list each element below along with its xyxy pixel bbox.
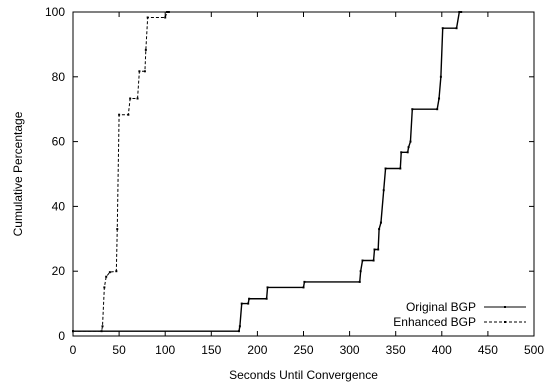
x-tick-label: 0: [70, 343, 77, 357]
data-point-enhanced-bgp: [129, 97, 132, 100]
data-point-original-bgp: [237, 330, 240, 333]
data-point-original-bgp: [240, 302, 243, 305]
data-point-original-bgp: [438, 97, 441, 100]
y-axis: 0 20 40 60 80 100: [45, 5, 534, 343]
x-tick-label: 450: [478, 343, 498, 357]
data-point-original-bgp: [247, 302, 250, 305]
data-point-original-bgp: [436, 108, 439, 111]
y-tick-label: 80: [52, 70, 66, 84]
data-point-enhanced-bgp: [116, 228, 119, 231]
data-point-original-bgp: [407, 146, 410, 149]
y-tick-label: 0: [58, 329, 65, 343]
data-point-original-bgp: [400, 151, 403, 154]
data-point-original-bgp: [266, 286, 269, 289]
x-tick-label: 300: [340, 343, 360, 357]
data-point-original-bgp: [382, 189, 385, 192]
y-tick-label: 100: [45, 5, 65, 19]
data-point-original-bgp: [384, 167, 387, 170]
data-point-original-bgp: [406, 151, 409, 154]
data-point-original-bgp: [379, 221, 382, 224]
data-point-enhanced-bgp: [166, 11, 169, 13]
legend-marker: [504, 321, 506, 323]
legend: Original BGP Enhanced BGP: [393, 300, 526, 329]
data-point-original-bgp: [411, 108, 414, 111]
x-tick-label: 350: [386, 343, 406, 357]
data-point-enhanced-bgp: [108, 271, 111, 274]
data-point-original-bgp: [248, 297, 251, 300]
legend-label-original-bgp: Original BGP: [406, 300, 476, 314]
x-tick-label: 100: [155, 343, 175, 357]
data-point-original-bgp: [302, 286, 305, 289]
legend-label-enhanced-bgp: Enhanced BGP: [393, 315, 476, 329]
data-point-enhanced-bgp: [167, 11, 170, 13]
data-point-enhanced-bgp: [144, 48, 147, 51]
x-tick-label: 150: [201, 343, 221, 357]
x-tick-label: 500: [524, 343, 544, 357]
data-point-original-bgp: [378, 228, 381, 231]
x-axis: 0 50 100 150 200 250 300 350 400 450 500: [70, 12, 544, 357]
data-point-enhanced-bgp: [138, 70, 141, 73]
y-axis-label: Cumulative Percentage: [11, 111, 25, 236]
data-point-enhanced-bgp: [118, 113, 121, 116]
data-point-enhanced-bgp: [100, 330, 103, 333]
data-point-enhanced-bgp: [164, 16, 167, 19]
data-point-original-bgp: [439, 75, 442, 78]
x-tick-label: 400: [432, 343, 452, 357]
x-tick-label: 200: [247, 343, 267, 357]
data-point-enhanced-bgp: [115, 270, 118, 273]
legend-marker: [504, 306, 506, 308]
x-axis-label: Seconds Until Convergence: [229, 368, 378, 382]
data-point-original-bgp: [358, 280, 361, 283]
data-point-original-bgp: [377, 248, 380, 251]
series-layer: [72, 11, 463, 333]
data-point-enhanced-bgp: [143, 70, 146, 73]
y-tick-label: 40: [52, 199, 66, 213]
data-point-original-bgp: [409, 140, 412, 143]
y-tick-label: 60: [52, 135, 66, 149]
data-point-enhanced-bgp: [72, 330, 74, 333]
x-tick-label: 250: [293, 343, 313, 357]
data-point-original-bgp: [238, 325, 241, 328]
data-point-original-bgp: [359, 270, 362, 273]
data-point-original-bgp: [458, 11, 461, 13]
data-point-enhanced-bgp: [103, 286, 106, 289]
data-point-enhanced-bgp: [127, 113, 130, 116]
series-line-enhanced-bgp: [73, 11, 169, 332]
data-point-enhanced-bgp: [105, 275, 108, 278]
data-point-enhanced-bgp: [136, 97, 139, 100]
data-point-original-bgp: [460, 11, 463, 13]
data-point-original-bgp: [303, 280, 306, 283]
x-tick-label: 50: [112, 343, 126, 357]
y-tick-label: 20: [52, 264, 66, 278]
data-point-original-bgp: [399, 167, 402, 170]
data-point-original-bgp: [373, 248, 376, 251]
data-point-original-bgp: [441, 27, 444, 30]
data-point-enhanced-bgp: [146, 16, 149, 19]
data-point-original-bgp: [455, 27, 458, 30]
series-line-original-bgp: [73, 11, 462, 332]
data-point-original-bgp: [265, 297, 268, 300]
data-point-enhanced-bgp: [101, 325, 104, 328]
data-point-original-bgp: [361, 259, 364, 262]
data-point-original-bgp: [372, 259, 375, 262]
